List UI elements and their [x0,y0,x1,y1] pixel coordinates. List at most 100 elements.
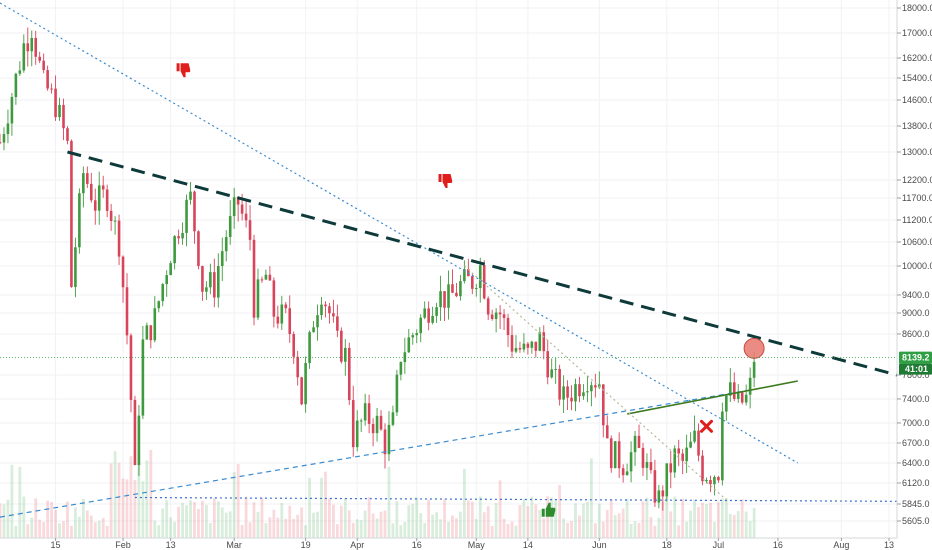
x-tick-label: Apr [350,540,364,550]
volume-bar [347,510,351,538]
volume-bar [538,509,542,538]
candle-body [169,263,172,276]
volume-bar [185,505,188,538]
volume-bar [240,524,244,538]
candle-body [42,60,45,71]
candle-body [70,140,73,287]
candle-body [605,425,609,439]
y-tick-label: 10600.0 [902,237,932,247]
candle-body [558,369,561,400]
y-tick-label: 17000.0 [902,28,932,38]
candle-body [30,37,34,52]
candle-body [256,279,260,318]
x-tick-label: Jul [713,540,725,550]
candle-body [316,315,319,328]
candle-body [669,463,673,473]
x-tick-label: 13 [166,540,176,550]
volume-bar [470,501,474,538]
volume-bar [621,508,625,538]
y-axis[interactable]: 18000.0 17000.0 16200.0 15400.0 14600.0 13800… [896,0,932,538]
candlestick-series [0,27,756,511]
candle-body [10,97,14,124]
y-tick-label: 11700.0 [902,193,932,203]
x-tick-label: 15 [51,540,61,550]
volume-bar [443,499,446,538]
volume-bars [0,449,756,538]
candle-body [566,386,569,398]
trendline-rising-support[interactable] [0,389,751,518]
volume-bar [633,521,637,538]
candle-body [744,394,748,403]
volume-bar [673,496,677,538]
candle-body [6,123,10,135]
thumbs-down-icon[interactable] [176,63,191,78]
volume-bar [260,497,264,538]
candle-body [474,288,478,290]
trendlines[interactable] [0,2,898,518]
trendline-upper-resistance-thin[interactable] [0,2,799,464]
candle-body [415,333,419,336]
chart-markers[interactable] [176,63,765,517]
thumbs-up-icon[interactable] [541,502,556,517]
candle-body [201,266,204,292]
candle-body [729,382,732,396]
volume-bar [109,463,113,538]
candle-body [554,369,557,371]
volume-bar [653,525,657,538]
candle-body [355,420,359,448]
candle-body [689,441,692,448]
candle-body [725,395,728,412]
candle-body [121,256,125,288]
y-tick-label: 7000.0 [902,418,930,428]
candle-body [498,312,502,315]
current-price-badge: 8139.2 41:01 [899,351,932,375]
volume-bar [490,525,494,538]
candle-body [93,200,97,211]
candle-body [478,265,482,289]
trendline-minor-descending[interactable] [463,265,727,501]
cross-icon[interactable] [699,419,713,433]
candle-body [193,191,196,232]
trendline-breakout-line[interactable] [626,380,798,415]
y-tick-label: 7400.0 [902,394,930,404]
volume-bar [117,462,121,538]
volume-bar [85,510,89,538]
volume-bar [256,511,260,538]
candle-body [649,462,653,471]
volume-bar [586,501,589,538]
candle-body [220,251,224,267]
candle-body [582,392,585,397]
volume-bar [534,504,538,538]
candle-body [463,269,466,282]
candle-body [105,189,109,211]
candle-body [471,276,474,289]
volume-bar [363,510,367,538]
volume-bar [716,502,720,538]
candle-body [482,265,486,299]
candle-body [236,197,240,205]
volume-bar [613,515,617,538]
candle-body [189,191,192,200]
trendline-main-resistance-thick[interactable] [67,150,898,377]
x-axis[interactable]: 15 Feb 13 Mar 19 Apr 16 May 14 Jun 18 Jul 16 Aug 13 [0,537,897,550]
thumbs-down-icon[interactable] [438,174,453,188]
highlight-circle-icon[interactable] [743,337,765,359]
volume-bar [197,509,200,538]
volume-bar [530,496,534,538]
volume-bar [427,499,431,538]
volume-bar [748,520,752,538]
candle-body [62,105,65,129]
volume-bar [713,521,716,538]
trendline-horizontal-support[interactable] [134,496,898,502]
candle-body [494,312,498,320]
volume-bar [10,464,14,538]
candle-body [58,105,61,118]
candle-body [451,284,454,293]
candle-body [153,308,157,341]
volume-bar [193,502,196,538]
volume-bar [228,511,232,538]
volume-bar [296,514,300,538]
volume-bar [331,504,335,538]
y-tick-label: 18000.0 [902,3,932,13]
